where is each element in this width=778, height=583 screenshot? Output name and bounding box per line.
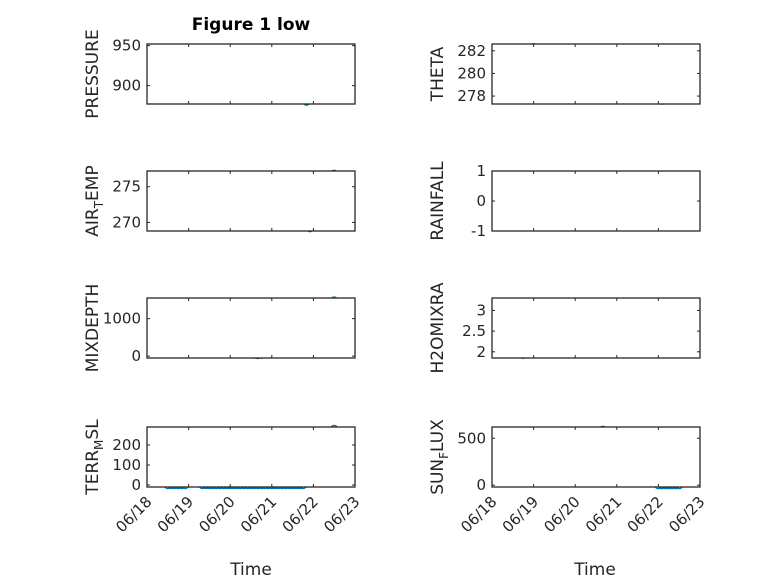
axes-frame <box>491 426 701 488</box>
y-tick-label: 1000 <box>103 310 141 328</box>
y-tick-label: 270 <box>112 213 141 231</box>
y-axis-label: TERRMSL <box>83 419 106 496</box>
y-tick-label: 3 <box>476 301 486 319</box>
y-axis-label: AIRTEMP <box>83 165 106 236</box>
x-tick-label: 06/20 <box>540 493 583 536</box>
y-tick-label: 950 <box>112 37 141 55</box>
y-axis-label: THETA <box>428 46 448 102</box>
x-tick-label: 06/21 <box>582 493 625 536</box>
y-axis-label: PRESSURE <box>83 29 103 118</box>
x-tick-label: 06/19 <box>499 493 542 536</box>
y-tick-label: 2.5 <box>462 322 486 340</box>
y-tick-label: 0 <box>476 192 486 210</box>
x-tick-label: 06/18 <box>112 493 155 536</box>
x-tick-label: 06/20 <box>195 493 238 536</box>
subplot-h2omixra: 2 2.5 3 H2OMIXRA <box>428 282 701 374</box>
y-axis-label: H2OMIXRA <box>428 282 448 373</box>
axes-frame <box>146 426 356 488</box>
y-tick-label: -1 <box>471 222 486 240</box>
y-tick-label: 200 <box>112 436 141 454</box>
y-tick-label: 2 <box>476 343 486 361</box>
axes-frame <box>491 43 701 105</box>
subplot-theta: 278 280 282 THETA <box>428 42 701 105</box>
y-axis-label: MIXDEPTH <box>83 284 103 373</box>
axes-frame <box>491 297 701 359</box>
y-tick-label: 0 <box>476 476 486 494</box>
y-tick-label: 100 <box>112 456 141 474</box>
x-axis-label-left: Time <box>229 560 272 580</box>
y-axis-label: RAINFALL <box>428 161 448 241</box>
x-tick-label: 06/18 <box>457 493 500 536</box>
subplot-rainfall: -1 0 1 RAINFALL <box>428 161 701 241</box>
x-tick-label: 06/23 <box>665 493 708 536</box>
y-tick-label: 280 <box>457 64 486 82</box>
y-tick-label: 0 <box>131 347 141 365</box>
figure-title: Figure 1 low <box>192 15 311 35</box>
y-tick-label: 282 <box>457 42 486 60</box>
y-tick-label: 500 <box>457 429 486 447</box>
axes-frame <box>491 170 701 232</box>
x-tick-label: 06/22 <box>279 493 322 536</box>
x-axis-label-right: Time <box>573 560 616 580</box>
y-tick-label: 1 <box>476 162 486 180</box>
x-tick-label: 06/22 <box>624 493 667 536</box>
x-tick-label: 06/21 <box>237 493 280 536</box>
y-tick-label: 275 <box>112 178 141 196</box>
subplot-grid: 900 950 PRESSURE 278 280 282 THETA 270 275 AIRTEM… <box>83 29 708 536</box>
axes-frame <box>146 43 356 105</box>
subplot-air-temp: 270 275 AIRTEMP <box>83 165 356 237</box>
y-tick-label: 900 <box>112 77 141 95</box>
y-tick-label: 278 <box>457 87 486 105</box>
subplot-pressure: 900 950 PRESSURE <box>83 29 356 119</box>
axes-frame <box>146 170 356 232</box>
y-axis-label: SUNFLUX <box>428 419 451 495</box>
x-tick-label: 06/19 <box>154 493 197 536</box>
axes-frame <box>146 297 356 359</box>
y-tick-label: 0 <box>131 476 141 494</box>
x-tick-label: 06/23 <box>320 493 363 536</box>
